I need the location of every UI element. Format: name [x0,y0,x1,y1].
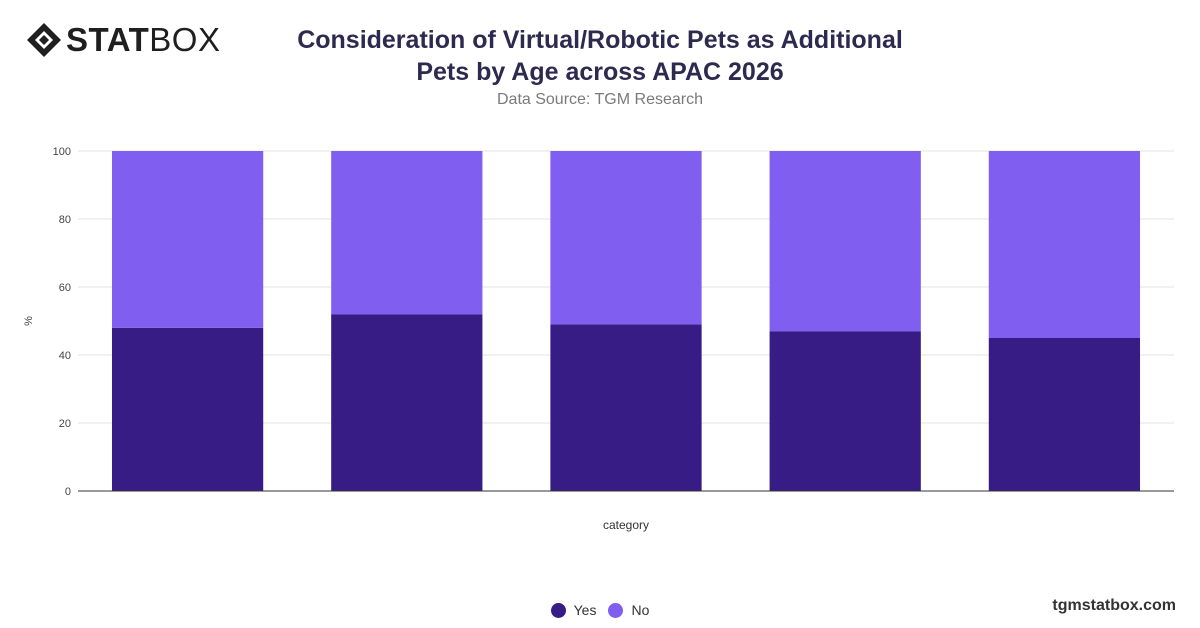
statbox-logo: STATBOX [26,22,220,58]
legend-swatch [608,602,624,618]
legend-item-yes: Yes [550,602,597,618]
legend-swatch [550,602,566,618]
bar-no-5 [988,151,1141,338]
y-tick-label: 0 [65,486,71,498]
bar-yes-3 [550,324,702,491]
y-tick-label: 40 [59,350,71,362]
bar-no-3 [550,151,702,325]
logo-text-light: BOX [149,21,221,58]
bar-yes-1 [111,327,264,491]
bar-no-4 [769,151,921,332]
logo-wordmark: STATBOX [66,22,220,58]
chart-legend: Yes No [0,602,1200,618]
y-tick-label: 100 [53,146,71,158]
diamond-logo-icon [27,23,61,57]
chart-subtitle: Data Source: TGM Research [496,91,703,108]
y-tick-label: 60 [59,282,71,294]
bar-yes-4 [769,331,921,491]
y-axis-label: % [23,316,35,326]
bar-no-1 [111,151,264,328]
y-tick-label: 20 [59,418,71,430]
y-tick-label: 80 [59,214,71,226]
bar-no-2 [331,151,483,315]
legend-item-no: No [608,602,649,618]
bar-yes-2 [331,314,483,491]
chart-title: Consideration of Virtual/Robotic Pets as… [297,26,903,86]
bar-yes-5 [988,338,1141,491]
x-axis-label: category [603,518,649,532]
website-credit: tgmstatbox.com [1052,597,1176,614]
legend-label: No [631,602,650,618]
logo-text-bold: STAT [66,21,150,58]
legend-label: Yes [573,602,597,618]
